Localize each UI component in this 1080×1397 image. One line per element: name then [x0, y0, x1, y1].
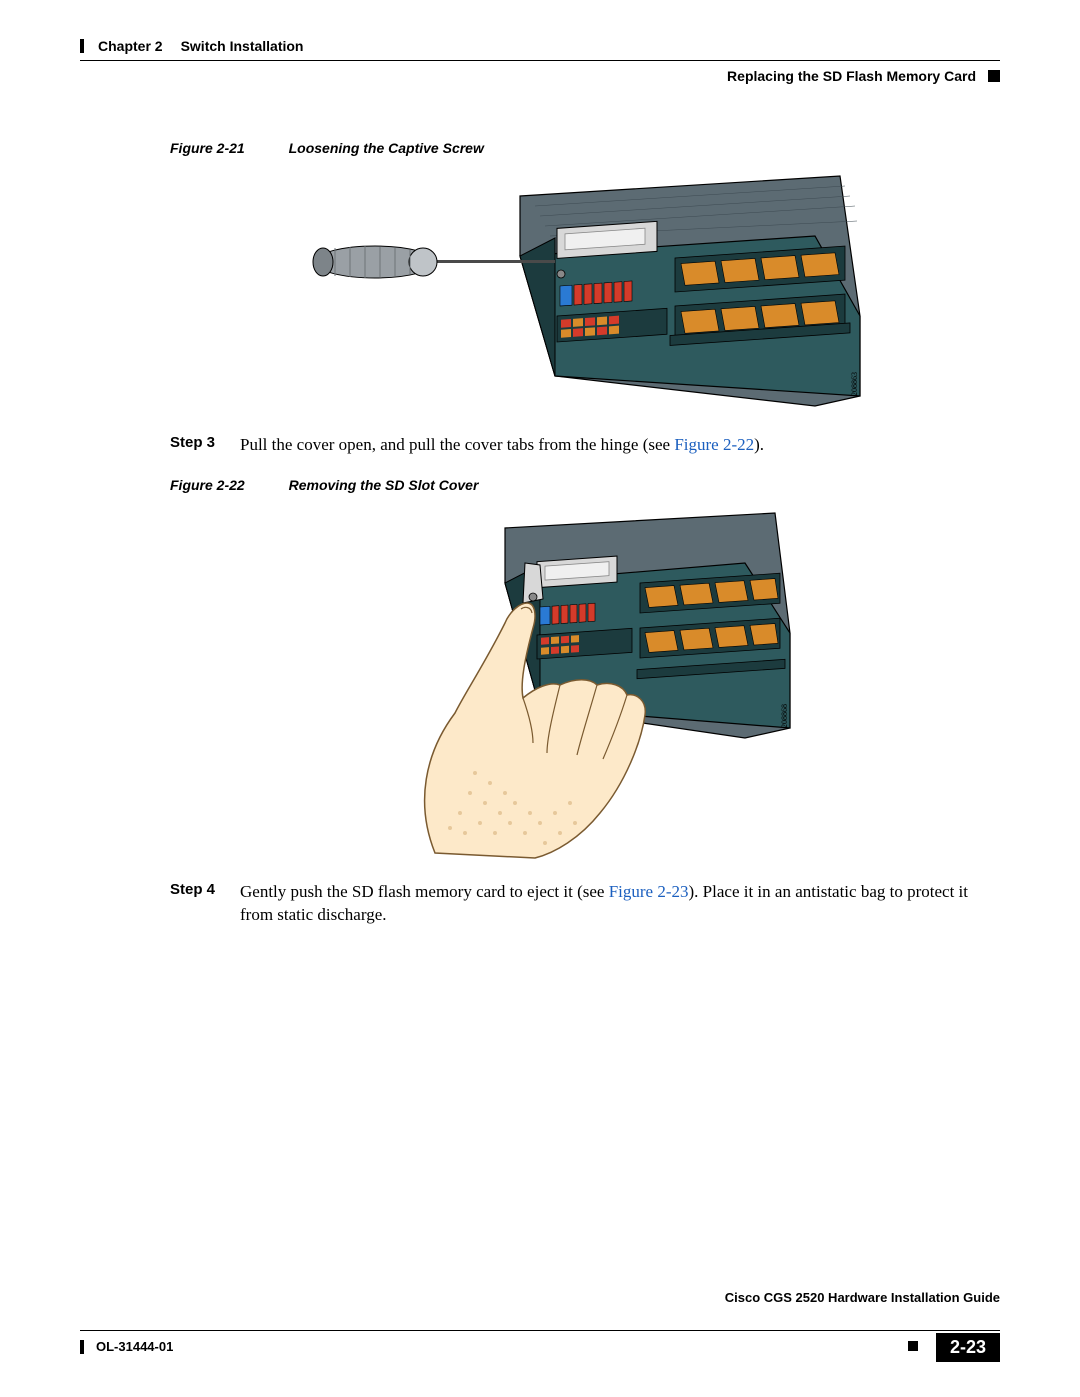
step-3-text: Pull the cover open, and pull the cover …	[240, 434, 764, 457]
footer-rule	[80, 1330, 1000, 1331]
step-3-text-after: ).	[754, 435, 764, 454]
chapter-title: Switch Installation	[181, 38, 304, 54]
header-left: Chapter 2 Switch Installation	[80, 38, 303, 54]
section-title: Replacing the SD Flash Memory Card	[727, 68, 976, 84]
hand-device-illustration: 208868	[375, 503, 795, 863]
figure-2-22-link[interactable]: Figure 2-22	[674, 435, 754, 454]
page-number: 2-23	[936, 1333, 1000, 1362]
chapter-number: Chapter 2	[98, 38, 163, 54]
content-area: Figure 2-21 Loosening the Captive Screw	[80, 140, 1000, 927]
svg-text:208863: 208863	[850, 372, 859, 396]
step-3-text-before: Pull the cover open, and pull the cover …	[240, 435, 674, 454]
step-4-label: Step 4	[170, 881, 240, 927]
footer-left: OL-31444-01	[80, 1339, 173, 1354]
svg-text:208868: 208868	[780, 704, 789, 728]
step-3: Step 3 Pull the cover open, and pull the…	[80, 434, 1000, 457]
footer-top: Cisco CGS 2520 Hardware Installation Gui…	[80, 1290, 1000, 1312]
figure-2-21-caption: Figure 2-21 Loosening the Captive Screw	[170, 140, 1000, 156]
figure-2-22-image: 208868	[170, 503, 1000, 863]
page-header: Chapter 2 Switch Installation Replacing …	[80, 30, 1000, 90]
figure-2-23-link[interactable]: Figure 2-23	[609, 882, 689, 901]
figure-2-22-caption: Figure 2-22 Removing the SD Slot Cover	[170, 477, 1000, 493]
figure-title: Loosening the Captive Screw	[289, 140, 484, 156]
header-right: Replacing the SD Flash Memory Card	[727, 68, 1000, 84]
figure-number: Figure 2-21	[170, 140, 245, 156]
screwdriver-device-illustration: 208863	[305, 166, 865, 416]
footer-guide-title: Cisco CGS 2520 Hardware Installation Gui…	[725, 1290, 1000, 1305]
footer-square-marker	[908, 1341, 918, 1351]
figure-number: Figure 2-22	[170, 477, 245, 493]
footer-crop-mark	[80, 1340, 84, 1354]
step-3-label: Step 3	[170, 434, 240, 457]
figure-title: Removing the SD Slot Cover	[289, 477, 479, 493]
document-id: OL-31444-01	[96, 1339, 173, 1354]
step-4: Step 4 Gently push the SD flash memory c…	[80, 881, 1000, 927]
header-crop-mark	[80, 39, 84, 53]
page-footer: Cisco CGS 2520 Hardware Installation Gui…	[80, 1290, 1000, 1365]
header-square-marker	[988, 70, 1000, 82]
step-4-text: Gently push the SD flash memory card to …	[240, 881, 1000, 927]
figure-2-21-image: 208863	[170, 166, 1000, 416]
page: Chapter 2 Switch Installation Replacing …	[0, 0, 1080, 1397]
footer-bottom: OL-31444-01 2-23	[80, 1335, 1000, 1365]
header-rule	[80, 60, 1000, 61]
step-4-text-before: Gently push the SD flash memory card to …	[240, 882, 609, 901]
